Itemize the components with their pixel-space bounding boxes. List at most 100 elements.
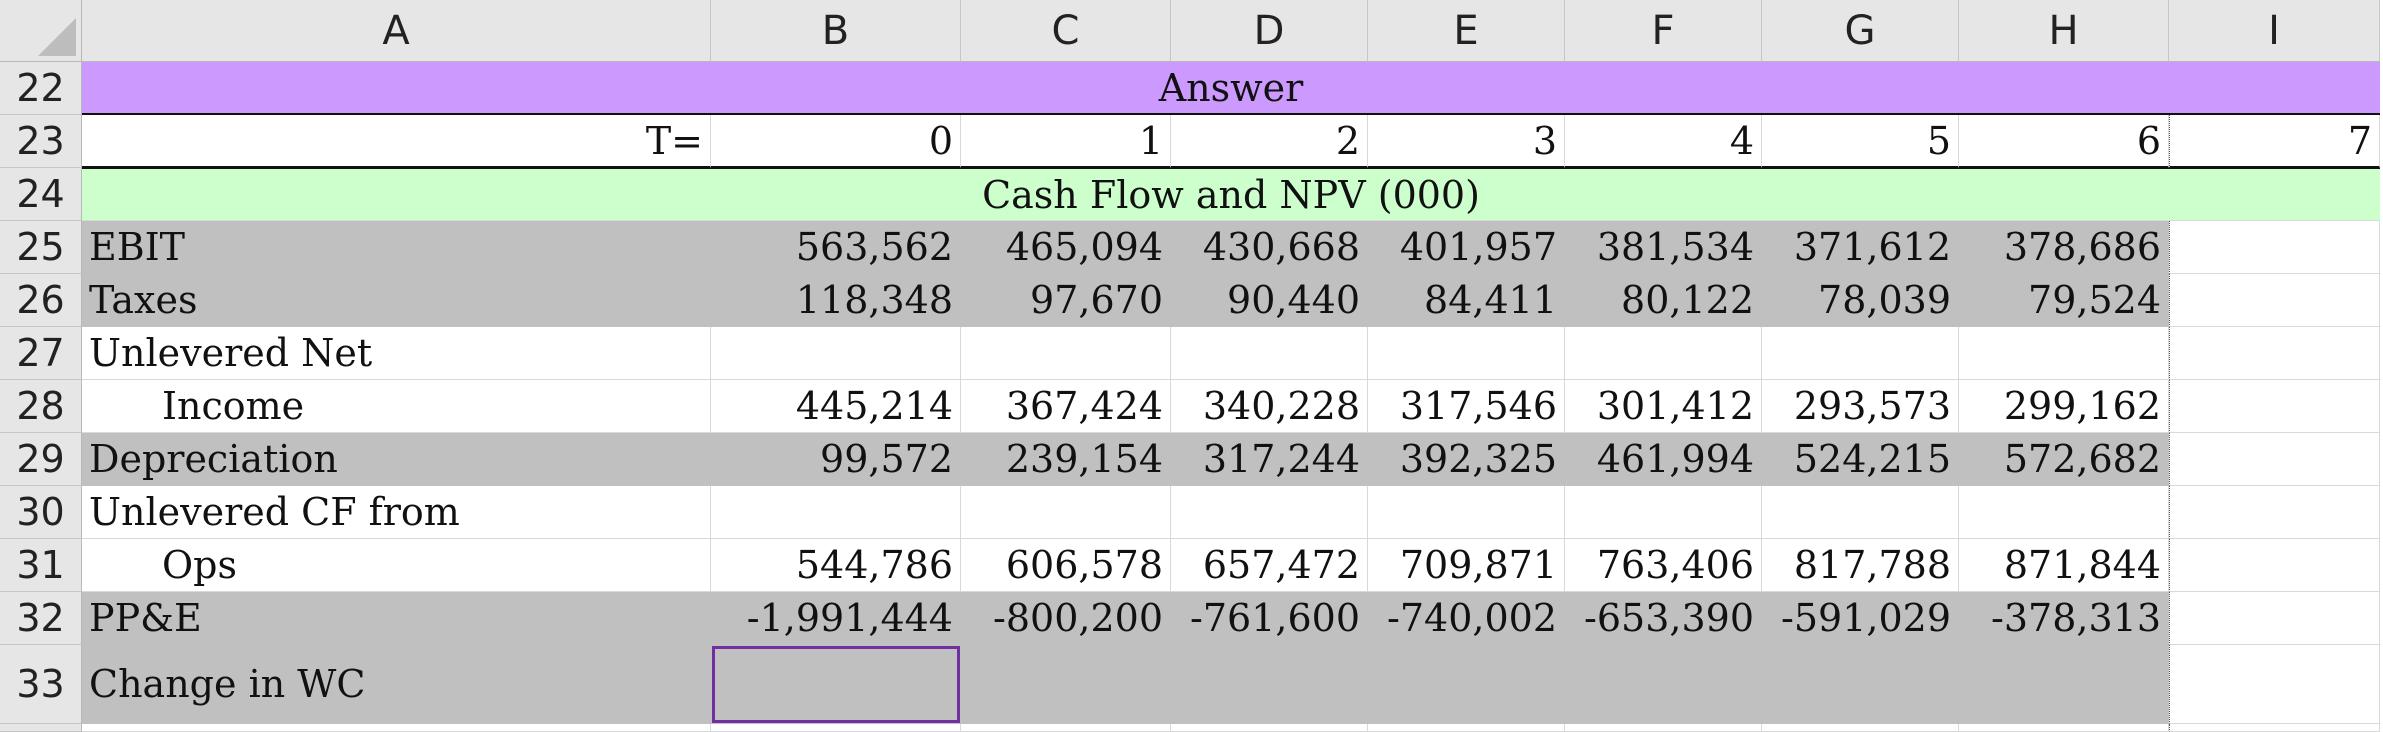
empty-cell[interactable]	[1959, 327, 2169, 380]
unlevered-net-income-value-cell[interactable]: 293,573	[1762, 380, 1959, 433]
taxes-value-cell[interactable]: 78,039	[1762, 274, 1959, 327]
t-cell[interactable]: 0	[711, 115, 961, 168]
row-header-23[interactable]: 23	[0, 115, 82, 168]
unlevered-net-income-value-cell[interactable]: 301,412	[1565, 380, 1762, 433]
ops-label-cell[interactable]: Ops	[82, 539, 711, 592]
ebit-value-cell[interactable]: 430,668	[1171, 221, 1368, 274]
change-in-wc-value-cell[interactable]	[1565, 645, 1762, 724]
t-cell[interactable]: 2	[1171, 115, 1368, 168]
taxes-value-cell[interactable]: 79,524	[1959, 274, 2169, 327]
row-header-25[interactable]: 25	[0, 221, 82, 274]
empty-cell[interactable]	[1959, 486, 2169, 539]
ppe-value-cell[interactable]: -378,313	[1959, 592, 2169, 645]
row-header-31[interactable]: 31	[0, 539, 82, 592]
empty-cell[interactable]	[961, 724, 1171, 732]
t-cell[interactable]: 5	[1762, 115, 1959, 168]
empty-cell[interactable]	[82, 724, 711, 732]
empty-cell[interactable]	[1762, 724, 1959, 732]
ebit-value-cell[interactable]: 563,562	[711, 221, 961, 274]
answer-banner[interactable]: Answer	[82, 62, 2380, 115]
ebit-value-cell[interactable]: 371,612	[1762, 221, 1959, 274]
t-cell[interactable]: 6	[1959, 115, 2169, 168]
empty-cell[interactable]	[711, 486, 961, 539]
cash-flow-npv-banner[interactable]: Cash Flow and NPV (000)	[82, 168, 2380, 221]
empty-cell[interactable]	[2169, 380, 2380, 433]
empty-cell[interactable]	[961, 327, 1171, 380]
t-cell[interactable]: 7	[2169, 115, 2380, 168]
empty-cell[interactable]	[2169, 221, 2380, 274]
unlevered-net-income-value-cell[interactable]: 445,214	[711, 380, 961, 433]
taxes-value-cell[interactable]: 80,122	[1565, 274, 1762, 327]
row-header-22[interactable]: 22	[0, 62, 82, 115]
unlevered-net-label-cell[interactable]: Unlevered Net	[82, 327, 711, 380]
ebit-value-cell[interactable]: 401,957	[1368, 221, 1565, 274]
ebit-value-cell[interactable]: 378,686	[1959, 221, 2169, 274]
column-header-d[interactable]: D	[1171, 0, 1368, 62]
row-header-27[interactable]: 27	[0, 327, 82, 380]
taxes-value-cell[interactable]: 90,440	[1171, 274, 1368, 327]
unlevered-cf-ops-value-cell[interactable]: 606,578	[961, 539, 1171, 592]
ppe-label-cell[interactable]: PP&E	[82, 592, 711, 645]
row-header-30[interactable]: 30	[0, 486, 82, 539]
column-header-g[interactable]: G	[1762, 0, 1959, 62]
empty-cell[interactable]	[1762, 486, 1959, 539]
empty-cell[interactable]	[2169, 433, 2380, 486]
row-header-29[interactable]: 29	[0, 433, 82, 486]
ppe-value-cell[interactable]: -1,991,444	[711, 592, 961, 645]
empty-cell[interactable]	[1368, 327, 1565, 380]
selected-cell-b33[interactable]	[711, 645, 961, 724]
unlevered-cf-ops-value-cell[interactable]: 544,786	[711, 539, 961, 592]
depreciation-value-cell[interactable]: 572,682	[1959, 433, 2169, 486]
unlevered-cf-ops-value-cell[interactable]: 871,844	[1959, 539, 2169, 592]
empty-cell[interactable]	[1171, 486, 1368, 539]
empty-cell[interactable]	[1171, 724, 1368, 732]
change-in-wc-label-cell[interactable]: Change in WC	[82, 645, 711, 724]
column-header-i[interactable]: I	[2169, 0, 2380, 62]
income-label-cell[interactable]: Income	[82, 380, 711, 433]
unlevered-cf-ops-value-cell[interactable]: 657,472	[1171, 539, 1368, 592]
depreciation-label-cell[interactable]: Depreciation	[82, 433, 711, 486]
column-header-c[interactable]: C	[961, 0, 1171, 62]
ppe-value-cell[interactable]: -761,600	[1171, 592, 1368, 645]
empty-cell[interactable]	[2169, 539, 2380, 592]
empty-cell[interactable]	[1368, 724, 1565, 732]
empty-cell[interactable]	[1565, 486, 1762, 539]
ebit-label-cell[interactable]: EBIT	[82, 221, 711, 274]
unlevered-cf-ops-value-cell[interactable]: 709,871	[1368, 539, 1565, 592]
ppe-value-cell[interactable]: -740,002	[1368, 592, 1565, 645]
change-in-wc-value-cell[interactable]	[1762, 645, 1959, 724]
empty-cell[interactable]	[2169, 486, 2380, 539]
empty-cell[interactable]	[2169, 645, 2380, 724]
t-label-cell[interactable]: T=	[82, 115, 711, 168]
column-header-f[interactable]: F	[1565, 0, 1762, 62]
depreciation-value-cell[interactable]: 392,325	[1368, 433, 1565, 486]
unlevered-net-income-value-cell[interactable]: 367,424	[961, 380, 1171, 433]
empty-cell[interactable]	[1171, 327, 1368, 380]
change-in-wc-value-cell[interactable]	[1171, 645, 1368, 724]
taxes-value-cell[interactable]: 97,670	[961, 274, 1171, 327]
depreciation-value-cell[interactable]: 461,994	[1565, 433, 1762, 486]
empty-cell[interactable]	[2169, 724, 2380, 732]
empty-cell[interactable]	[1565, 724, 1762, 732]
unlevered-net-income-value-cell[interactable]: 299,162	[1959, 380, 2169, 433]
column-header-h[interactable]: H	[1959, 0, 2169, 62]
empty-cell[interactable]	[711, 327, 961, 380]
t-cell[interactable]: 3	[1368, 115, 1565, 168]
ppe-value-cell[interactable]: -653,390	[1565, 592, 1762, 645]
change-in-wc-value-cell[interactable]	[1368, 645, 1565, 724]
empty-cell[interactable]	[1368, 486, 1565, 539]
unlevered-cf-ops-value-cell[interactable]: 763,406	[1565, 539, 1762, 592]
empty-cell[interactable]	[1762, 327, 1959, 380]
t-cell[interactable]: 1	[961, 115, 1171, 168]
row-header-26[interactable]: 26	[0, 274, 82, 327]
row-header-33[interactable]: 33	[0, 645, 82, 724]
ebit-value-cell[interactable]: 465,094	[961, 221, 1171, 274]
depreciation-value-cell[interactable]: 99,572	[711, 433, 961, 486]
empty-cell[interactable]	[2169, 592, 2380, 645]
select-all-corner[interactable]	[0, 0, 82, 62]
empty-cell[interactable]	[1565, 327, 1762, 380]
unlevered-net-income-value-cell[interactable]: 340,228	[1171, 380, 1368, 433]
unlevered-net-income-value-cell[interactable]: 317,546	[1368, 380, 1565, 433]
column-header-b[interactable]: B	[711, 0, 961, 62]
empty-cell[interactable]	[1959, 724, 2169, 732]
